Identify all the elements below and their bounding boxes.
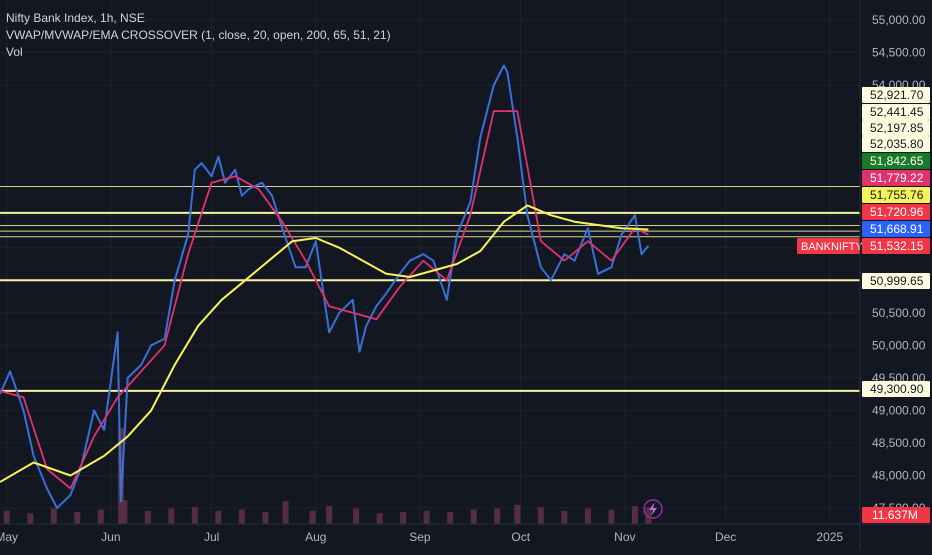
price-tag-background <box>862 104 930 120</box>
volume-bar <box>168 508 175 524</box>
price-tag-background <box>862 87 930 103</box>
price-tick-label: 50,000.00 <box>872 338 926 352</box>
price-series <box>0 64 650 509</box>
volume-bar <box>631 506 638 524</box>
symbol-tag-label: BANKNIFTY <box>801 241 863 253</box>
price-tick-label: 48,500.00 <box>872 436 926 450</box>
price-tick-label: 50,500.00 <box>872 306 926 320</box>
price-tag-label: 50,999.65 <box>870 274 924 288</box>
time-tick-label: Jun <box>101 530 120 544</box>
price-series-line <box>0 64 650 509</box>
price-tag-background <box>862 170 930 186</box>
price-tag-label: 49,300.90 <box>870 382 924 396</box>
time-axis-background <box>0 524 932 550</box>
price-tag-label: 51,779.22 <box>870 171 924 185</box>
volume-bar <box>309 510 316 524</box>
time-tick-label: Nov <box>614 530 635 544</box>
chart-extras <box>643 499 663 519</box>
price-tick-label: 54,500.00 <box>872 46 926 60</box>
price-tick-label: 49,000.00 <box>872 403 926 417</box>
price-tag-background <box>862 187 930 203</box>
lightning-icon-ring <box>643 499 663 519</box>
volume-bar <box>262 512 269 524</box>
chart-legend: Nifty Bank Index, 1h, NSE VWAP/MVWAP/EMA… <box>6 10 391 61</box>
time-tick-label: Oct <box>511 530 530 544</box>
volume-bar <box>645 507 652 524</box>
price-tag-background <box>862 153 930 169</box>
price-tag-label: 51,842.65 <box>870 154 924 168</box>
price-tags: 52,921.70 52,441.45 52,197.85 52,035.80 51,8… <box>797 87 930 523</box>
volume-bar <box>470 509 477 524</box>
price-tag-label: 52,035.80 <box>870 137 924 151</box>
volume-bar <box>282 501 289 524</box>
grid-lines <box>0 0 860 524</box>
price-tag-label: 51,720.96 <box>870 205 924 219</box>
price-tag-background <box>862 136 930 152</box>
price-tag-background <box>862 238 930 254</box>
price-tick-label: 55,000.00 <box>872 13 926 27</box>
volume-bar <box>27 513 34 524</box>
volume-bar <box>97 509 104 524</box>
horizontal-levels <box>0 185 860 392</box>
price-tag-background <box>862 221 930 237</box>
time-tick-label: Aug <box>305 530 326 544</box>
price-tag-label: 52,921.70 <box>870 88 924 102</box>
symbol-title[interactable]: Nifty Bank Index, 1h, NSE <box>6 11 145 25</box>
time-tick-label: 2025 <box>816 530 843 544</box>
volume-bar <box>144 510 151 524</box>
time-tick-label: Jul <box>204 530 219 544</box>
price-tag-label: 52,197.85 <box>870 121 924 135</box>
indicator-label[interactable]: VWAP/MVWAP/EMA CROSSOVER (1, close, 20, … <box>6 28 391 42</box>
price-tick-label: 48,000.00 <box>872 468 926 482</box>
time-tick-label: Sep <box>409 530 431 544</box>
price-tag-label: 51,532.15 <box>870 239 924 253</box>
fast-average-line <box>0 110 649 490</box>
lightning-icon-glyph <box>649 502 657 516</box>
slow-average-line <box>0 204 649 483</box>
volume-bar <box>353 508 360 524</box>
volume-bar <box>74 512 81 524</box>
volume-bar <box>514 504 521 524</box>
time-tick-label: May <box>0 530 18 544</box>
price-tag-background <box>862 273 930 289</box>
volume-bar <box>561 510 568 524</box>
volume-label[interactable]: Vol <box>6 45 23 59</box>
volume-bar <box>326 506 333 524</box>
price-tag-label: 51,755.76 <box>870 188 924 202</box>
volume-bar <box>121 500 128 524</box>
volume-bar <box>215 510 222 524</box>
volume-bar <box>423 510 430 524</box>
volume-bar <box>447 512 454 524</box>
price-tag-label: 51,668.91 <box>870 222 924 236</box>
symbol-tag <box>797 238 860 254</box>
lightning-icon[interactable] <box>643 499 663 519</box>
volume-bar <box>3 510 10 524</box>
price-tag-background <box>862 381 930 397</box>
volume-bar <box>50 508 57 524</box>
price-tag-background <box>862 120 930 136</box>
volume-tag-label: 11.637M <box>872 508 918 522</box>
volume-tag-background <box>862 507 930 523</box>
time-tick-label: Dec <box>715 530 736 544</box>
price-tag-background <box>862 204 930 220</box>
volume-bar <box>191 507 198 524</box>
volume-bar <box>494 508 501 524</box>
volume-bar <box>238 509 245 524</box>
volume-bar <box>608 509 615 524</box>
volume-bar <box>400 512 407 524</box>
price-tag-label: 52,441.45 <box>870 105 924 119</box>
volume-bar <box>376 513 383 524</box>
volume-bar <box>537 507 544 524</box>
volume-bar <box>584 508 591 524</box>
